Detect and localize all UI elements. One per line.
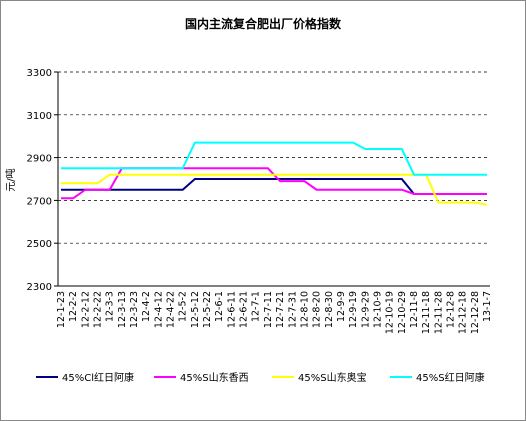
x-tick-label: 12-6-1 bbox=[214, 291, 225, 322]
legend-label: 45%Cl红日阿康 bbox=[62, 371, 134, 384]
x-tick-label: 12-4-12 bbox=[153, 291, 164, 328]
x-tick-label: 12-5-22 bbox=[202, 291, 213, 328]
y-tick-label: 3300 bbox=[27, 68, 52, 79]
x-tick-label: 12-3-13 bbox=[117, 291, 128, 328]
x-tick-label: 12-12-8 bbox=[445, 291, 456, 328]
x-tick-label: 12-11-18 bbox=[421, 291, 432, 334]
y-axis-label: 元/吨 bbox=[4, 168, 17, 191]
x-tick-label: 12-2-12 bbox=[80, 291, 91, 328]
legend-label: 45%S红日阿康 bbox=[416, 371, 485, 384]
x-tick-label: 12-4-22 bbox=[166, 291, 177, 328]
x-tick-label: 12-4-2 bbox=[141, 291, 152, 322]
y-tick-label: 2700 bbox=[27, 196, 52, 207]
x-tick-label: 12-9-29 bbox=[360, 291, 371, 328]
y-tick-label: 2500 bbox=[27, 239, 52, 250]
x-tick-label: 12-8-30 bbox=[324, 291, 335, 328]
x-tick-label: 12-10-9 bbox=[372, 291, 383, 328]
y-tick-label: 3100 bbox=[27, 111, 52, 122]
x-tick-label: 12-1-23 bbox=[56, 291, 67, 328]
x-tick-label: 12-9-19 bbox=[348, 291, 359, 328]
x-tick-label: 12-7-1 bbox=[251, 291, 262, 322]
x-tick-label: 12-5-12 bbox=[190, 291, 201, 328]
x-tick-label: 12-7-21 bbox=[275, 291, 286, 328]
legend-label: 45%S山东奥宝 bbox=[298, 371, 367, 384]
x-tick-label: 12-10-19 bbox=[385, 291, 396, 334]
x-tick-label: 13-1-7 bbox=[482, 291, 493, 322]
x-tick-label: 12-2-2 bbox=[68, 291, 79, 322]
x-tick-label: 12-6-21 bbox=[239, 291, 250, 328]
x-tick-label: 12-9-9 bbox=[336, 291, 347, 322]
x-tick-label: 12-8-10 bbox=[299, 291, 310, 328]
x-tick-label: 12-12-28 bbox=[470, 291, 481, 334]
x-tick-label: 12-6-11 bbox=[226, 291, 237, 328]
x-tick-label: 12-11-28 bbox=[433, 291, 444, 334]
series-line bbox=[61, 141, 487, 176]
x-tick-label: 12-7-11 bbox=[263, 291, 274, 328]
x-tick-label: 12-7-31 bbox=[287, 291, 298, 328]
x-tick-label: 12-10-29 bbox=[397, 291, 408, 334]
chart-title: 国内主流复合肥出厂价格指数 bbox=[185, 16, 342, 31]
x-tick-label: 12-3-23 bbox=[129, 291, 140, 328]
x-tick-label: 12-11-8 bbox=[409, 291, 420, 328]
legend-label: 45%S山东香西 bbox=[180, 371, 249, 384]
x-tick-label: 12-2-22 bbox=[93, 291, 104, 328]
y-tick-label: 2900 bbox=[27, 154, 52, 165]
x-tick-label: 12-3-3 bbox=[105, 291, 116, 322]
x-tick-label: 12-5-2 bbox=[178, 291, 189, 322]
y-tick-label: 2300 bbox=[27, 282, 52, 293]
x-tick-label: 12-12-18 bbox=[458, 291, 469, 334]
x-tick-label: 12-8-20 bbox=[312, 291, 323, 328]
